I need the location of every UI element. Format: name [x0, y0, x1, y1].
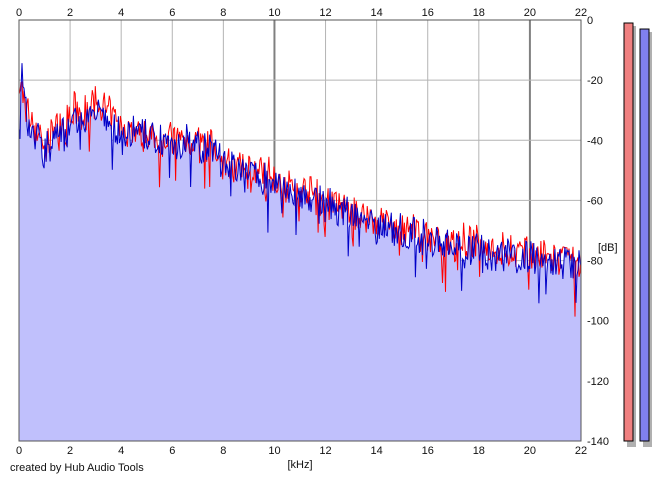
credit-text: created by Hub Audio Tools	[10, 462, 144, 474]
x-tick-label-bottom: 12	[319, 445, 331, 457]
x-tick-label-bottom: 6	[169, 445, 175, 457]
x-tick-label-bottom: 2	[67, 445, 73, 457]
plot-border	[18, 19, 582, 442]
tick-labels: 002244668810101212141416161818202022220-…	[16, 7, 609, 457]
x-tick-label-top: 0	[16, 7, 22, 19]
level-meter-bar	[639, 28, 650, 442]
x-tick-label-top: 16	[422, 7, 434, 19]
y-tick-label: -60	[587, 195, 603, 207]
y-tick-label: -100	[587, 316, 609, 328]
x-tick-label-bottom: 10	[268, 445, 280, 457]
y-tick-label: -120	[587, 376, 609, 388]
x-tick-label-top: 14	[371, 7, 383, 19]
x-axis-label: [kHz]	[287, 459, 312, 471]
x-tick-label-bottom: 4	[118, 445, 124, 457]
x-tick-label-top: 4	[118, 7, 124, 19]
series-layer	[18, 63, 582, 317]
y-tick-label: -40	[587, 135, 603, 147]
y-tick-label: -80	[587, 256, 603, 268]
y-axis-label: [dB]	[598, 242, 618, 254]
x-tick-label-top: 18	[473, 7, 485, 19]
x-tick-label-top: 6	[169, 7, 175, 19]
y-tick-label: -20	[587, 75, 603, 87]
spectrum-fill-area	[19, 63, 581, 441]
x-tick-label-top: 22	[575, 7, 587, 19]
x-tick-label-top: 12	[319, 7, 331, 19]
x-tick-label-bottom: 8	[220, 445, 226, 457]
x-tick-label-bottom: 18	[473, 445, 485, 457]
level-meters	[623, 22, 652, 448]
x-tick-label-bottom: 16	[422, 445, 434, 457]
x-tick-label-bottom: 14	[371, 445, 383, 457]
x-tick-label-top: 2	[67, 7, 73, 19]
series-line-0	[18, 81, 582, 317]
level-meter-bar	[623, 22, 634, 442]
x-tick-label-top: 10	[268, 7, 280, 19]
x-tick-label-bottom: 22	[575, 445, 587, 457]
series-line-1	[18, 63, 582, 304]
x-tick-label-top: 20	[524, 7, 536, 19]
x-tick-label-top: 8	[220, 7, 226, 19]
x-tick-label-bottom: 0	[16, 445, 22, 457]
y-tick-label: 0	[587, 15, 593, 27]
y-tick-label: -140	[587, 436, 609, 448]
x-tick-label-bottom: 20	[524, 445, 536, 457]
